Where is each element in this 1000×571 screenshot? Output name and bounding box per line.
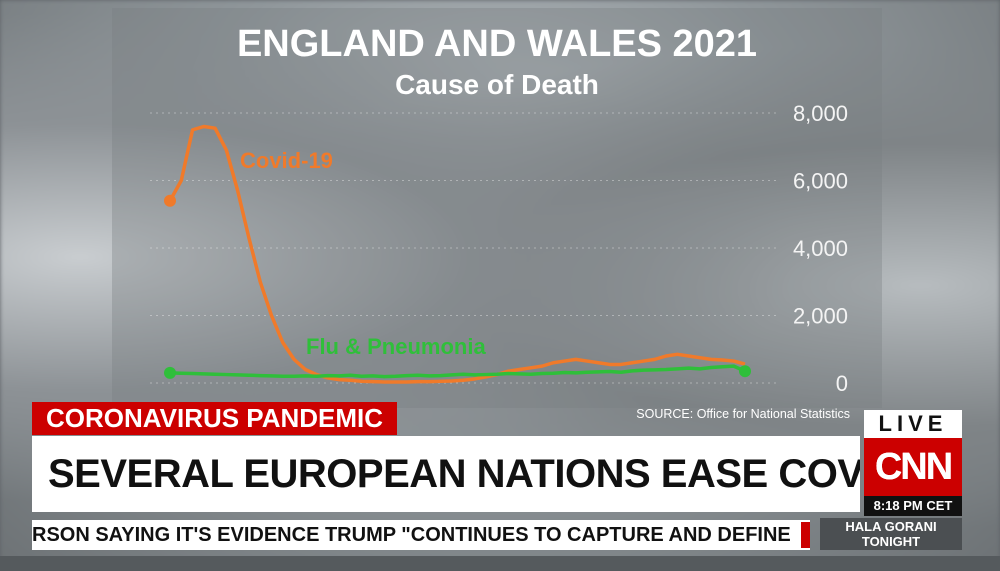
y-tick-label: 4,000 — [793, 236, 848, 261]
y-tick-label: 0 — [836, 371, 848, 396]
series-endpoint — [164, 194, 176, 207]
series-line-covid — [168, 124, 746, 384]
live-badge: LIVE — [864, 410, 962, 438]
y-axis-ticks: 8,000 6,000 4,000 2,000 0 — [793, 101, 848, 396]
chart-title: ENGLAND AND WALES 2021 — [237, 23, 757, 65]
headline: SEVERAL EUROPEAN NATIONS EASE COVID REST… — [32, 436, 860, 512]
source-note: SOURCE: Office for National Statistics — [636, 407, 850, 421]
y-tick-label: 8,000 — [793, 101, 848, 126]
show-name: HALA GORANI TONIGHT — [820, 518, 962, 550]
series-endpoint — [164, 366, 176, 379]
series-label-flu: Flu & Pneumonia — [306, 334, 486, 359]
ticker-end-marker — [801, 522, 810, 548]
series-endpoint — [739, 365, 751, 378]
news-ticker: RSON SAYING IT'S EVIDENCE TRUMP "CONTINU… — [32, 520, 810, 550]
chart-subtitle: Cause of Death — [395, 69, 599, 100]
series-label-covid: Covid-19 — [240, 148, 333, 173]
cnn-logo-text: CNN — [874, 445, 953, 488]
series-lines — [164, 124, 751, 384]
y-tick-label: 6,000 — [793, 169, 848, 194]
bottom-bar — [0, 556, 1000, 571]
cnn-logo: CNN — [864, 438, 962, 496]
show-name-line1: HALA GORANI — [845, 519, 937, 534]
y-tick-label: 2,000 — [793, 304, 848, 329]
clock: 8:18 PM CET — [864, 496, 962, 516]
show-name-line2: TONIGHT — [861, 534, 921, 549]
series-line-flu — [169, 364, 746, 379]
topic-tag: CORONAVIRUS PANDEMIC — [32, 402, 398, 435]
chart: ENGLAND AND WALES 2021 Cause of Death 8,… — [150, 23, 848, 396]
